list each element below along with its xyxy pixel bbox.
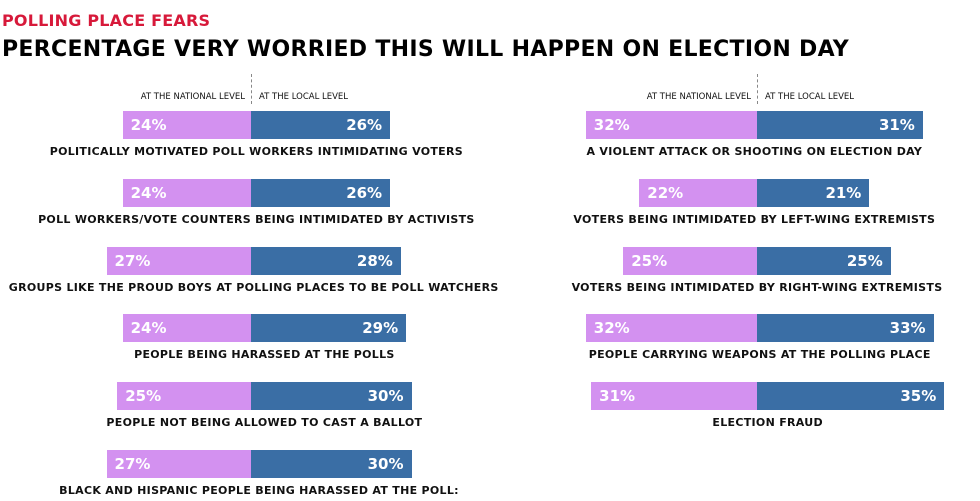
category-label: PEOPLE CARRYING WEAPONS AT THE POLLING P… [588,348,931,361]
category-label: POLITICALLY MOTIVATED POLL WORKERS INTIM… [49,145,463,158]
legend-local: AT THE LOCAL LEVEL [765,92,855,102]
bar-national: 31% [591,382,757,410]
bar-local: 21% [757,179,870,207]
category-label: VOTERS BEING INTIMIDATED BY RIGHT-WING E… [571,281,943,294]
bar-local: 25% [757,247,891,275]
category-label: A VIOLENT ATTACK OR SHOOTING ON ELECTION… [586,145,923,158]
bar-national: 27% [106,450,251,478]
bar-national: 22% [639,179,757,207]
bar-national: 25% [117,382,251,410]
legend-national: AT THE NATIONAL LEVEL [140,92,245,102]
legend-local: AT THE LOCAL LEVEL [259,92,349,102]
bar-national: 32% [585,314,757,342]
bar-national: 24% [122,179,251,207]
category-label: PEOPLE NOT BEING ALLOWED TO CAST A BALLO… [106,416,423,429]
legend-national: AT THE NATIONAL LEVEL [646,92,751,102]
category-label: PEOPLE BEING HARASSED AT THE POLLS [134,348,395,361]
bar-local: 26% [251,179,391,207]
bar-local: 26% [251,111,391,139]
category-label: ELECTION FRAUD [712,416,823,429]
bar-national: 24% [122,111,251,139]
chart-title: PERCENTAGE VERY WORRIED THIS WILL HAPPEN… [2,37,850,62]
kicker: POLLING PLACE FEARS [2,11,211,30]
bar-local: 30% [251,382,412,410]
bar-national: 32% [585,111,757,139]
category-label: BLACK AND HISPANIC PEOPLE BEING HARASSED… [59,484,459,497]
bar-local: 29% [251,314,407,342]
bar-national: 24% [122,314,251,342]
center-divider [251,74,252,104]
category-label: GROUPS LIKE THE PROUD BOYS AT POLLING PL… [8,281,499,294]
bar-local: 28% [251,247,401,275]
center-divider [757,74,758,104]
bar-national: 27% [106,247,251,275]
bar-local: 31% [757,111,923,139]
bar-local: 33% [757,314,934,342]
bar-local: 30% [251,450,412,478]
bar-national: 25% [623,247,757,275]
category-label: VOTERS BEING INTIMIDATED BY LEFT-WING EX… [573,213,936,226]
bar-local: 35% [757,382,945,410]
category-label: POLL WORKERS/VOTE COUNTERS BEING INTIMID… [38,213,475,226]
